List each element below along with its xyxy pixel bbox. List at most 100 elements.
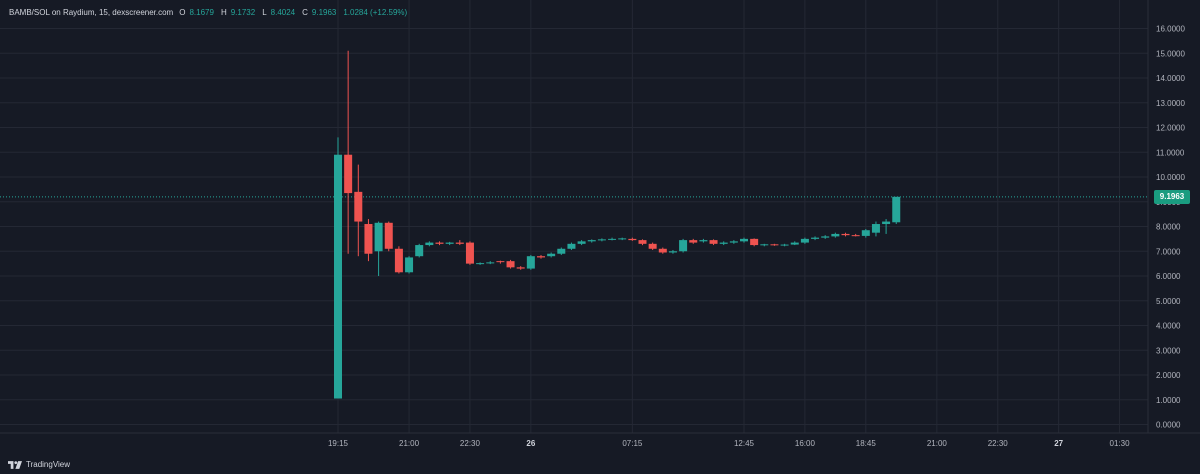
candle-body (547, 253, 556, 257)
candle-body (679, 240, 688, 252)
time-axis[interactable]: 19:15 21:00 22:30 26 07:15 12:45 16:00 18:45 21:… (328, 439, 1130, 448)
candle-body (648, 243, 657, 249)
y-tick-label: 1.0000 (1156, 396, 1181, 405)
candle-body (455, 242, 464, 244)
candle (882, 219, 891, 234)
candle-body (719, 242, 728, 244)
candle-body (496, 261, 505, 263)
candle-body (557, 248, 566, 254)
candle-body (587, 240, 596, 242)
candle (608, 237, 617, 241)
candle (445, 241, 454, 246)
high-value: 9.1732 (230, 8, 256, 17)
symbol-title[interactable]: BAMB/SOL on Raydium, 15, dexscreener.com (9, 8, 174, 17)
tradingview-logo-icon (8, 460, 22, 469)
candle-body (831, 233, 840, 237)
candle (770, 243, 779, 246)
candle (435, 241, 444, 246)
y-tick-label: 3.0000 (1156, 346, 1181, 355)
candle (831, 232, 840, 238)
candle-body (740, 238, 748, 242)
y-tick-label: 5.0000 (1156, 297, 1181, 306)
x-tick-label: 07:15 (622, 439, 643, 448)
candle (892, 196, 901, 225)
candle-body (628, 238, 637, 241)
candle-body (608, 238, 617, 240)
candle-body (506, 261, 515, 268)
candle-body (516, 267, 525, 269)
candle (384, 221, 393, 252)
change-value: 1.0284 (+12.59%) (343, 8, 408, 17)
candle-body (374, 222, 383, 252)
candle (618, 237, 627, 241)
price-axis[interactable]: 0.0000 1.0000 2.0000 3.0000 4.0000 5.0000 6.00… (1156, 25, 1185, 430)
x-tick-label: 16:00 (795, 439, 816, 448)
candle (729, 240, 738, 244)
candle (841, 232, 850, 237)
y-tick-label: 2.0000 (1156, 371, 1181, 380)
candle-body (699, 240, 708, 242)
candle (516, 266, 525, 270)
candle (638, 239, 647, 246)
candle (547, 252, 556, 258)
candle (496, 260, 505, 264)
candle-body (334, 154, 342, 399)
candle (506, 259, 515, 269)
candle-body (750, 238, 759, 246)
candle-body (729, 241, 738, 243)
candle-body (851, 235, 860, 237)
candle (668, 250, 677, 254)
candle (577, 240, 586, 246)
low-value: 8.4024 (270, 8, 296, 17)
candle (861, 228, 870, 238)
candle (405, 256, 414, 274)
high-label: H (220, 8, 227, 17)
candle (780, 243, 789, 247)
y-tick-label: 13.0000 (1156, 99, 1185, 108)
candle (740, 237, 748, 243)
candle (364, 219, 373, 262)
candle (394, 246, 403, 274)
candle (334, 137, 342, 399)
candle-body (892, 196, 901, 223)
candle (465, 241, 474, 265)
candle (821, 235, 830, 239)
x-tick-label: 19:15 (328, 439, 349, 448)
candle-body (871, 224, 880, 233)
candle-body (567, 243, 576, 249)
open-label: O (179, 8, 186, 17)
x-tick-label: 12:45 (734, 439, 755, 448)
y-tick-label: 7.0000 (1156, 247, 1181, 256)
candle (628, 237, 637, 241)
candle-body (618, 238, 627, 240)
candle-body (465, 242, 474, 264)
y-tick-label: 11.0000 (1156, 148, 1185, 157)
candle-body (800, 238, 809, 243)
tradingview-brand[interactable]: TradingView (8, 460, 70, 469)
candle (537, 254, 545, 259)
candle (344, 50, 353, 254)
y-tick-label: 6.0000 (1156, 272, 1181, 281)
x-tick-label: 01:30 (1110, 439, 1131, 448)
candle (709, 239, 718, 246)
candle (719, 241, 728, 246)
candle-body (486, 262, 495, 264)
candle-body (577, 241, 586, 244)
y-tick-label: 10.0000 (1156, 173, 1185, 182)
candle-body (861, 230, 870, 236)
candle-body (689, 240, 698, 243)
candle-body (760, 244, 769, 246)
candle-body (537, 256, 545, 258)
candle-body (344, 154, 353, 194)
candle (415, 243, 424, 258)
close-value: 9.1963 (311, 8, 337, 17)
candle-body (476, 263, 485, 265)
candle (699, 238, 708, 243)
y-tick-label: 8.0000 (1156, 223, 1181, 232)
candle-series (334, 50, 901, 399)
candle-body (780, 244, 789, 246)
candle-body (526, 256, 535, 269)
x-tick-label: 18:45 (856, 439, 877, 448)
